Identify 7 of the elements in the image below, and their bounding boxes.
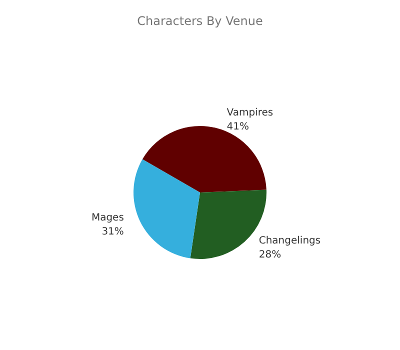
data-label: 28% bbox=[258, 249, 282, 260]
slice-label: Changelings bbox=[258, 235, 321, 246]
slice-label: Vampires bbox=[226, 108, 274, 119]
data-label: 41% bbox=[226, 122, 250, 133]
slice-label: Mages bbox=[91, 212, 124, 224]
data-label: 31% bbox=[102, 226, 124, 238]
chart-title: Characters By Venue bbox=[137, 14, 263, 28]
